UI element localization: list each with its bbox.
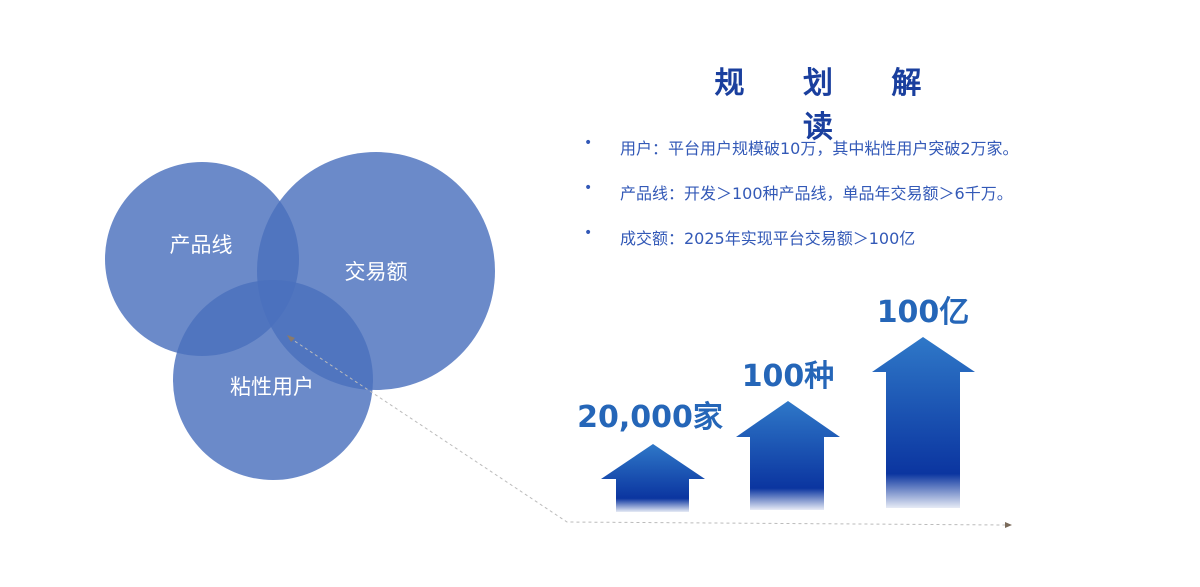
arrow-label-1: 20,000家: [577, 400, 723, 435]
arrow-1: [601, 444, 705, 512]
bullet-icon: •: [584, 225, 593, 241]
venn-label-transaction: 交易额: [344, 260, 408, 284]
arrow-3: [872, 337, 975, 508]
arrow-label-2: 100种: [741, 359, 835, 394]
arrow-2: [736, 401, 840, 510]
arrow-label-3: 100亿: [876, 295, 970, 330]
bullet-text: 用户：平台用户规模破10万，其中粘性用户突破2万家。: [620, 139, 1019, 158]
page-title: 规 划 解 读: [714, 66, 946, 145]
bullet-icon: •: [584, 135, 593, 151]
connector-arrowhead-icon: [287, 335, 295, 342]
venn-circle-sticky-users: [173, 280, 373, 480]
venn-label-product-line: 产品线: [169, 233, 233, 257]
dashed-connector: [289, 337, 1006, 526]
venn-label-sticky-users: 粘性用户: [230, 375, 314, 399]
bullet-text: 产品线：开发＞100种产品线，单品年交易额＞6千万。: [620, 184, 1013, 203]
connector-end-arrowhead-icon: [1005, 522, 1012, 528]
bullet-text: 成交额：2025年实现平台交易额＞100亿: [620, 229, 916, 248]
bullet-icon: •: [584, 180, 593, 196]
